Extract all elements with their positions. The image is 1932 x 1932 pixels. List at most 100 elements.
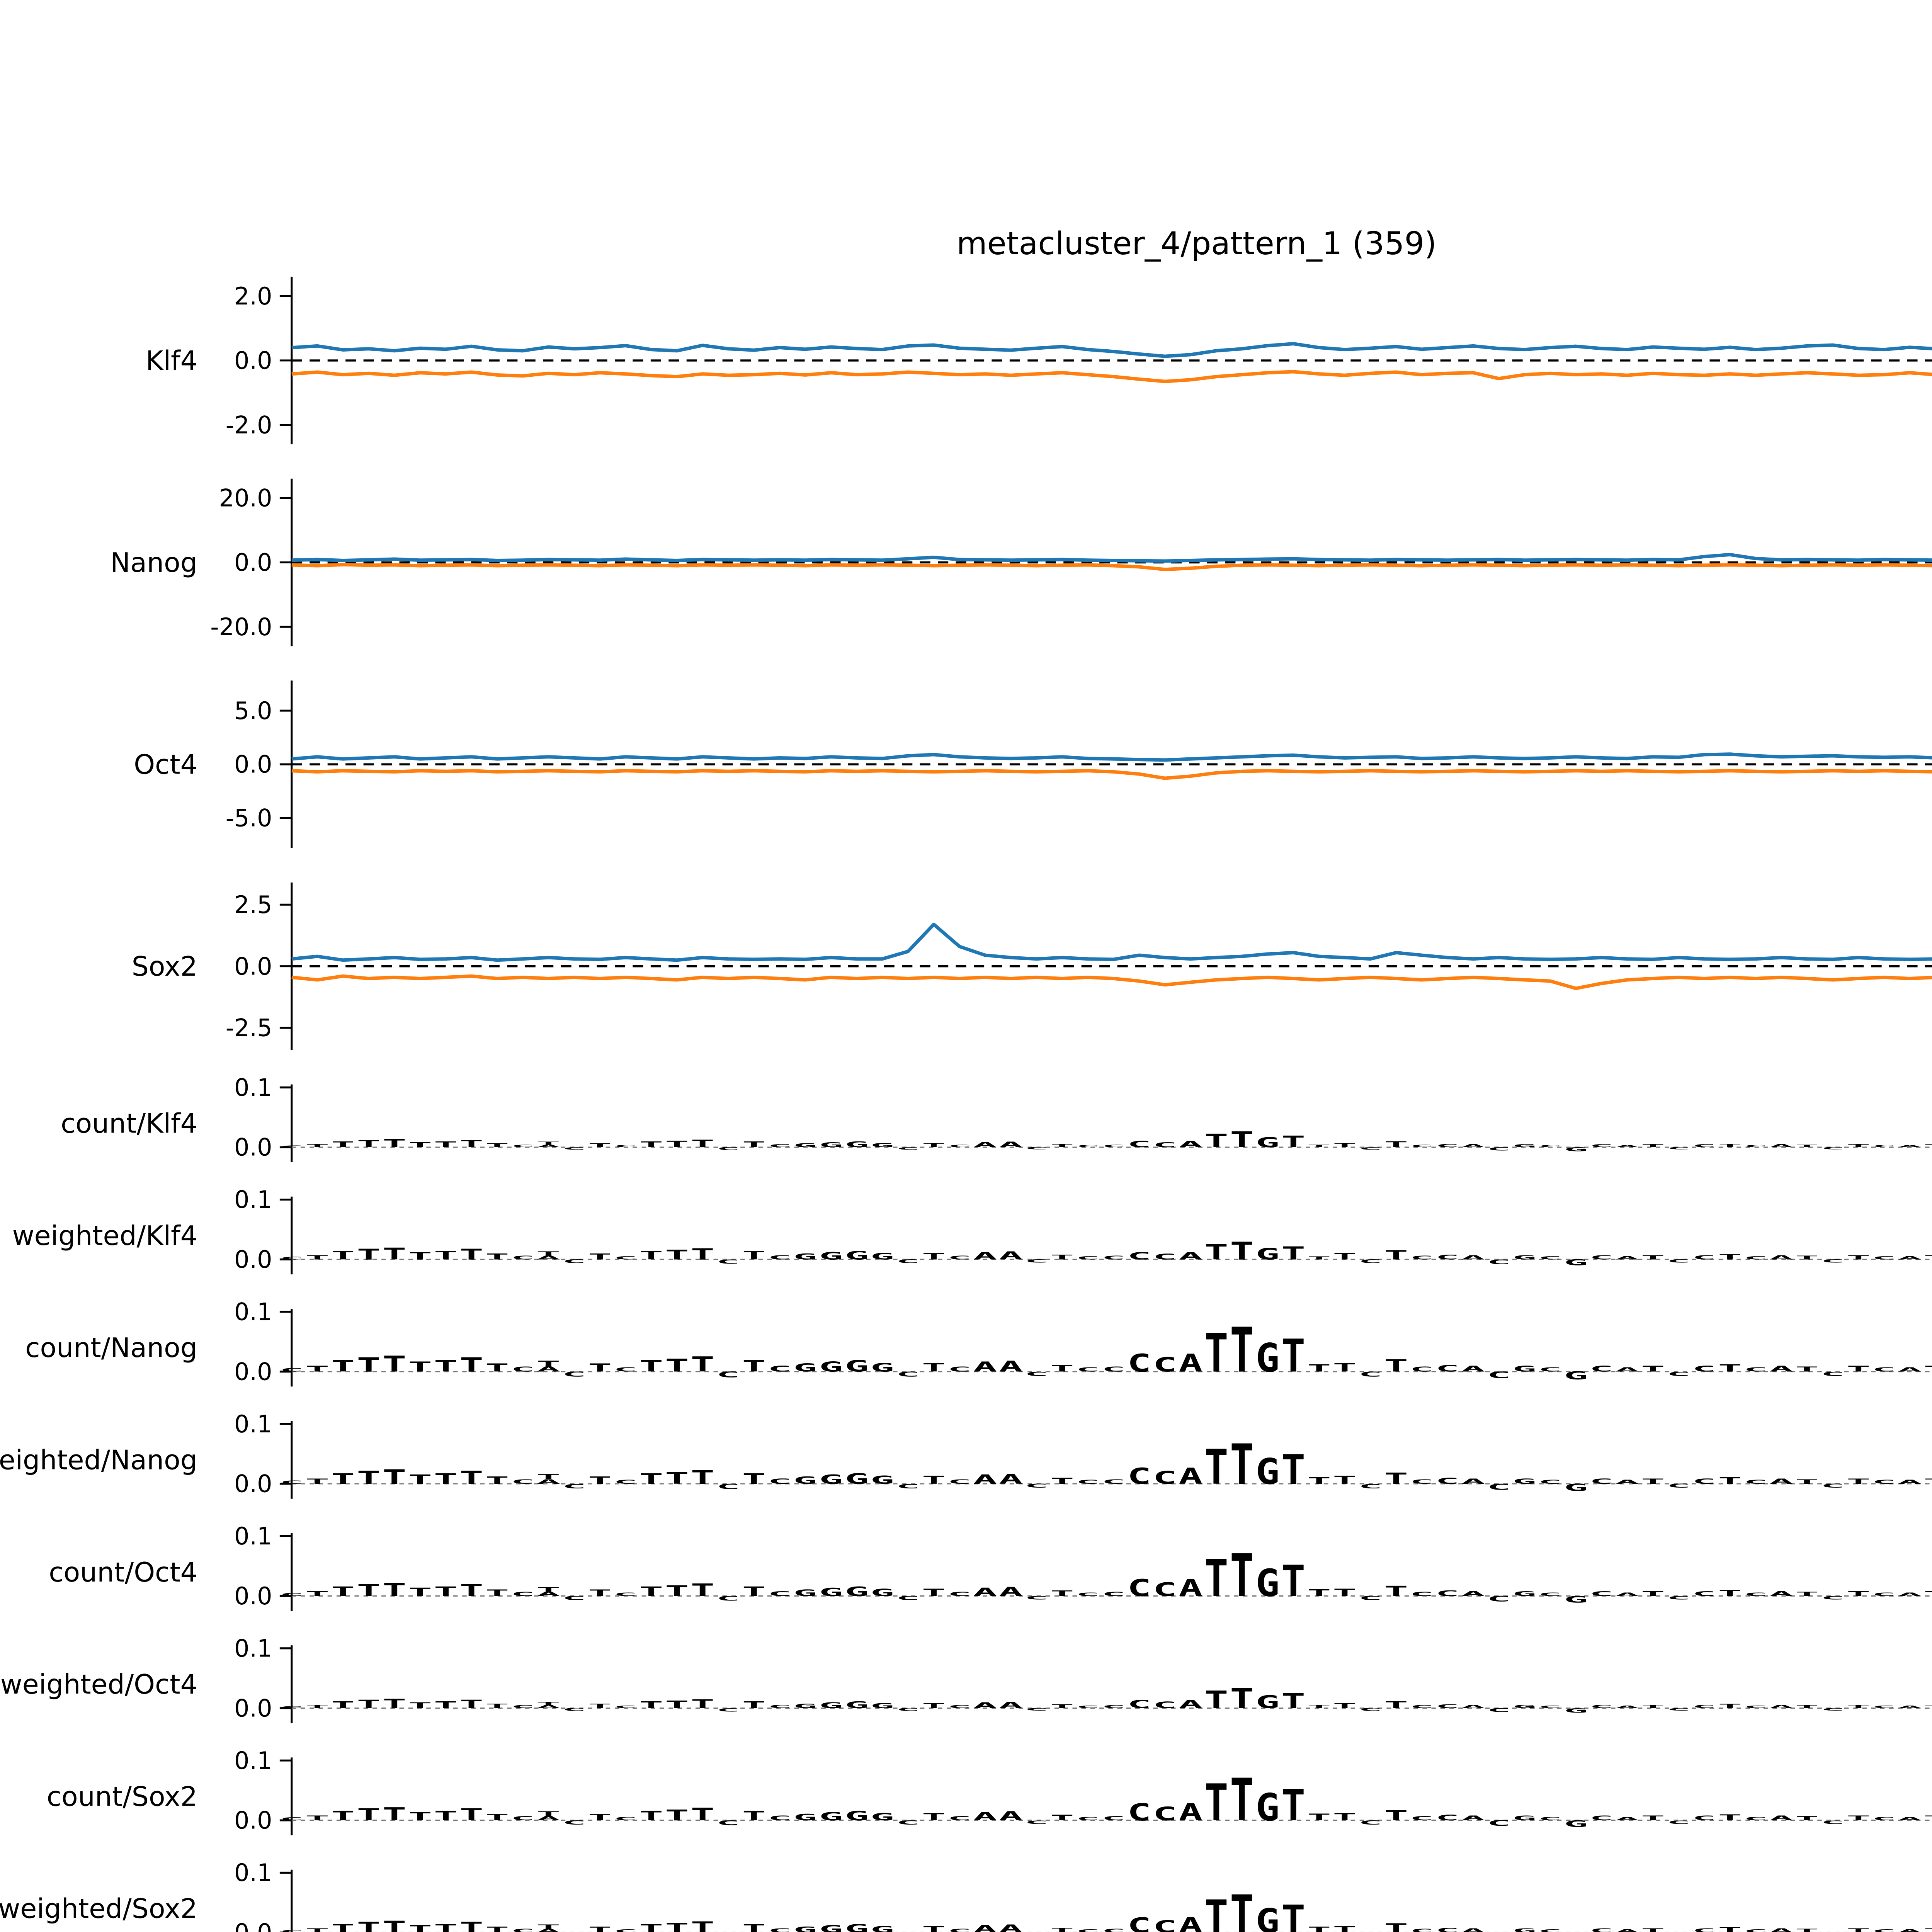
logo-letter-C: C	[1128, 1913, 1151, 1932]
logo-letter-T: T	[1281, 1689, 1305, 1713]
logo-letter-T: T	[1641, 1704, 1665, 1709]
logo-letter-T: T	[1847, 1364, 1871, 1374]
logo-letter-T: T	[1795, 1815, 1819, 1821]
logo-letter-T: T	[357, 1581, 381, 1600]
logo-letter-G: G	[1256, 1245, 1280, 1263]
logo-letter-C: C	[1821, 1820, 1845, 1825]
logo-letter-C: C	[1359, 1595, 1383, 1602]
logo-letter-C: C	[511, 1365, 535, 1373]
logo-letter-T: T	[485, 1702, 509, 1710]
logo-letter-C: C	[1487, 1146, 1511, 1151]
y-tick-label: 0.0	[234, 549, 272, 577]
logo-letter-T: T	[331, 1248, 355, 1262]
logo-letter-C: C	[562, 1146, 586, 1150]
panel-klf4: 2.0 0.0 -2.0 Klf4	[146, 277, 1932, 444]
logo-letter-G: G	[1256, 1561, 1280, 1605]
logo-letter-A: A	[537, 1144, 561, 1148]
logo-letter-T: T	[1307, 1362, 1331, 1374]
logo-letter-T: T	[1050, 1589, 1074, 1598]
logo-letter-C: C	[1872, 1366, 1896, 1373]
logo-letter-T: T	[1718, 1362, 1742, 1374]
logo-letter-G: G	[793, 1812, 817, 1822]
series-negative	[291, 563, 1932, 571]
logo-letter-G: G	[1564, 1482, 1588, 1493]
logo-letter-T: T	[690, 1697, 714, 1711]
logo-letter-T: T	[537, 1250, 561, 1257]
panel-label: weighted/Klf4	[12, 1220, 197, 1252]
logo-letter-A: A	[1769, 1254, 1793, 1261]
logo-letter-A: A	[1461, 1254, 1485, 1261]
logo-letter-A: A	[973, 1810, 997, 1823]
logo-letter-C: C	[1692, 1815, 1716, 1822]
logo-letter-T: T	[1230, 1766, 1254, 1835]
logo-letter-C: C	[768, 1590, 792, 1598]
logo-letter-C: C	[1102, 1365, 1126, 1373]
panel-label: Klf4	[146, 345, 197, 376]
logo-letter-T: T	[1281, 1446, 1305, 1493]
logo-letter-T: T	[1050, 1253, 1074, 1261]
logo-letter-A: A	[973, 1472, 997, 1487]
logo-letter-C: C	[562, 1370, 586, 1378]
logo-letter-T: T	[434, 1140, 458, 1149]
panel-label: weighted/Oct4	[0, 1669, 197, 1700]
logo-letter-C: C	[716, 1146, 740, 1151]
logo-letter-T: T	[1050, 1927, 1074, 1932]
logo-letter-C: C	[1153, 1803, 1177, 1825]
logo-letter-A: A	[1615, 1145, 1639, 1148]
logo-letter-G: G	[1564, 1818, 1588, 1829]
logo-letter-T: T	[1641, 1927, 1665, 1932]
logo-letter-C: C	[1821, 1483, 1845, 1489]
y-tick-label: 2.5	[234, 891, 272, 919]
logo-letter-A: A	[1898, 1366, 1922, 1373]
panel-weighted_sox2: 0.10.0weighted/Sox2CTTTTTTTTCATCTCTTTCTC…	[0, 1859, 1932, 1932]
logo-letter-C: C	[1102, 1255, 1126, 1261]
logo-letter-T: T	[742, 1922, 766, 1932]
logo-letter-T: T	[305, 1144, 329, 1148]
logo-letter-C: C	[1102, 1591, 1126, 1597]
logo-letter-C: C	[768, 1477, 792, 1486]
logo-letter-T: T	[331, 1584, 355, 1599]
logo-letter-C: C	[1128, 1698, 1151, 1711]
logo-letter-C: C	[1128, 1463, 1151, 1489]
logo-letter-C: C	[614, 1929, 638, 1932]
logo-letter-G: G	[845, 1922, 869, 1932]
logo-letter-C: C	[1410, 1255, 1434, 1261]
logo-letter-T: T	[459, 1467, 483, 1488]
logo-letter-C: C	[1538, 1479, 1562, 1485]
logo-letter-T: T	[1718, 1926, 1742, 1932]
logo-letter-A: A	[973, 1701, 997, 1710]
logo-letter-T: T	[383, 1137, 406, 1150]
logo-letter-C: C	[716, 1370, 740, 1379]
logo-letter-C: C	[1872, 1929, 1896, 1932]
logo-letter-G: G	[1512, 1144, 1536, 1148]
logo-letter-T: T	[1795, 1478, 1819, 1485]
logo-letter-G: G	[1256, 1135, 1280, 1151]
logo-letter-C: C	[947, 1591, 971, 1597]
logo-letter-T: T	[408, 1810, 432, 1823]
logo-letter-T: T	[1384, 1699, 1408, 1711]
logo-letter-C: C	[1538, 1145, 1562, 1148]
logo-letter-T: T	[434, 1471, 458, 1487]
logo-letter-C: C	[614, 1592, 638, 1597]
logo-letter-T: T	[1230, 1315, 1254, 1386]
logo-letter-C: C	[1872, 1255, 1896, 1260]
logo-letter-G: G	[819, 1585, 843, 1599]
logo-letter-T: T	[1281, 1133, 1305, 1151]
logo-letter-G: G	[1512, 1927, 1536, 1932]
logo-letter-T: T	[922, 1811, 946, 1823]
logo-letter-A: A	[1898, 1255, 1922, 1260]
logo-letter-T: T	[331, 1808, 355, 1823]
logo-letter-T: T	[1333, 1587, 1357, 1599]
logo-letter-C: C	[1076, 1816, 1100, 1821]
logo-letter-T: T	[665, 1247, 689, 1263]
logo-letter-C: C	[1487, 1370, 1511, 1380]
logo-letter-T: T	[1333, 1251, 1357, 1262]
logo-letter-C: C	[947, 1928, 971, 1932]
logo-letter-C: C	[896, 1708, 920, 1712]
logo-letter-T: T	[1795, 1928, 1819, 1932]
logo-letter-T: T	[485, 1252, 509, 1262]
logo-letter-G: G	[845, 1700, 869, 1711]
